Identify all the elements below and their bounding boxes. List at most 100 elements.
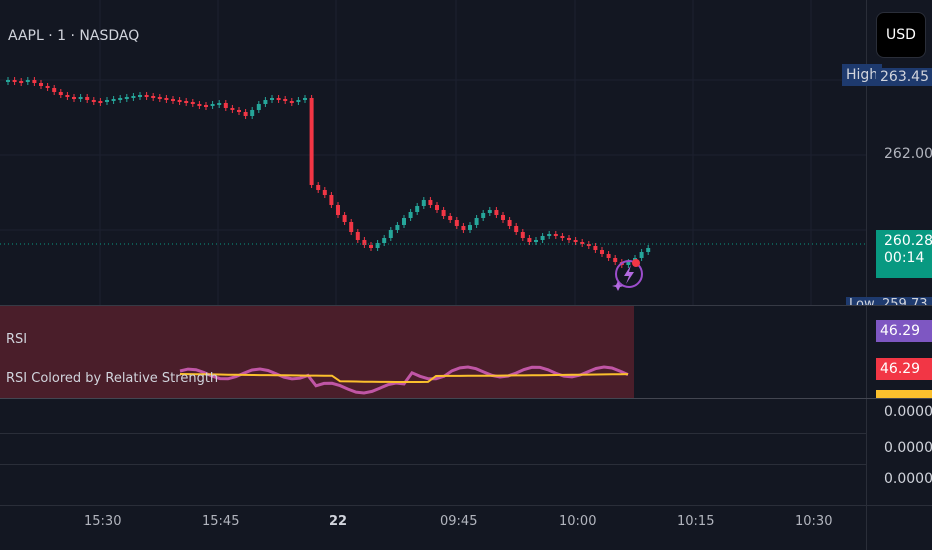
rsi-value-tag-2: 46.29 [876, 358, 932, 380]
candle-body [395, 225, 400, 230]
current-price-tag: 260.28 00:14 [876, 230, 932, 278]
price-chart[interactable] [0, 0, 866, 305]
candle-body [481, 213, 486, 218]
candle-body [435, 205, 439, 210]
candle-body [124, 97, 129, 99]
time-axis[interactable] [0, 510, 866, 550]
candle-body [39, 83, 43, 86]
candle-body [534, 240, 538, 242]
candle-body [580, 242, 585, 244]
candle-body [184, 101, 189, 103]
candle-body [586, 244, 591, 246]
candle-body [626, 262, 631, 265]
time-axis-top [0, 505, 932, 506]
candle-body [91, 100, 96, 102]
candle-body [289, 101, 294, 103]
candle-body [639, 252, 644, 258]
time-label-1530: 15:30 [84, 514, 122, 529]
candle-body [362, 240, 367, 245]
candle-body [336, 205, 340, 215]
candle-body [461, 226, 466, 230]
candle-body [408, 212, 413, 218]
candle-body [131, 96, 136, 98]
candle-body [111, 99, 116, 101]
rsi-title[interactable]: RSI [6, 332, 28, 347]
high-label-tag: High [842, 64, 883, 86]
time-label-day-22: 22 [329, 514, 348, 529]
candle-body [382, 238, 387, 243]
candle-body [309, 98, 314, 185]
candle-body [375, 243, 380, 248]
empty-pane-value-1: 0.0000 [884, 404, 932, 420]
currency-button[interactable]: USD [876, 12, 926, 58]
price-level-262: 262.00 [884, 146, 932, 162]
pane-separator[interactable] [0, 305, 932, 306]
candle-body [283, 99, 288, 101]
candle-body [428, 200, 433, 205]
low-value-tag: 259.73 [878, 297, 932, 305]
candle-body [263, 100, 268, 104]
candle-body [270, 98, 274, 100]
candle-body [441, 210, 446, 216]
candle-body [32, 80, 37, 83]
candle-body [105, 100, 109, 102]
candle-body [12, 80, 17, 82]
time-label-1030: 10:30 [795, 514, 833, 529]
candle-body [250, 110, 255, 116]
candle-body [316, 185, 321, 190]
low-tag-row: Low 259.73 [846, 297, 932, 305]
time-label-0945: 09:45 [440, 514, 478, 529]
candle-body [421, 200, 426, 206]
candle-body [230, 108, 235, 110]
candle-body [487, 210, 492, 213]
candle-body [190, 102, 195, 104]
candle-body [85, 97, 90, 100]
pane-separator-4[interactable] [0, 464, 866, 465]
candle-body [237, 110, 241, 112]
candle-body [72, 97, 76, 99]
candle-body [560, 236, 565, 238]
empty-pane-value-3: 0.0000 [884, 471, 932, 487]
pane-separator-3[interactable] [0, 433, 866, 434]
candle-body [256, 104, 261, 110]
rsi-value-tag-1: 46.29 [876, 320, 932, 342]
candle-body [593, 246, 598, 250]
pane-separator-2[interactable] [0, 398, 932, 399]
candle-body [507, 220, 512, 226]
bar-countdown: 00:14 [884, 250, 925, 266]
candle-body [78, 97, 83, 99]
candle-body [573, 240, 578, 242]
candle-body [303, 98, 307, 100]
rsi-subtitle[interactable]: RSI Colored by Relative Strength [6, 371, 219, 386]
candle-body [547, 234, 552, 236]
candle-body [646, 248, 651, 252]
candle-body [553, 234, 558, 236]
current-price-value: 260.28 [884, 233, 932, 249]
candle-body [349, 222, 354, 232]
candle-body [613, 258, 618, 262]
rsi-signal-tag [876, 390, 932, 398]
candle-body [296, 100, 301, 102]
symbol-title[interactable]: AAPL · 1 · NASDAQ [8, 28, 140, 44]
candle-body [210, 104, 215, 106]
rsi-plot [179, 365, 629, 395]
candle-body [494, 210, 499, 215]
candle-body [468, 225, 472, 230]
candle-body [243, 112, 248, 116]
empty-pane-value-2: 0.0000 [884, 440, 932, 456]
candle-body [600, 250, 604, 254]
candle-body [369, 245, 373, 248]
lightning-badge-icon[interactable] [612, 254, 646, 296]
candle-body [151, 96, 156, 98]
candle-body [197, 104, 202, 106]
candle-body [204, 105, 208, 107]
high-value-tag: 263.45 [876, 68, 932, 86]
time-label-1015: 10:15 [677, 514, 715, 529]
candle-body [276, 98, 281, 100]
candle-body [322, 190, 327, 195]
candle-body [454, 220, 459, 226]
candle-body [19, 81, 24, 83]
candle-body [342, 215, 347, 222]
candle-body [52, 88, 57, 92]
candle-body [65, 95, 70, 97]
